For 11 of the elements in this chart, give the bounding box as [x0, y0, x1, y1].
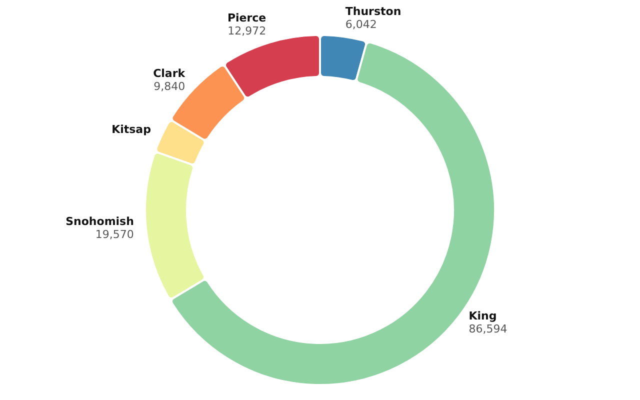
data-label: 86,594 — [468, 322, 508, 336]
data-label: 6,042 — [345, 18, 377, 32]
slice-label: Kitsap — [112, 122, 152, 136]
slice-label: Thurston — [345, 5, 402, 18]
slice-label: Clark — [153, 66, 186, 80]
data-label: 9,840 — [154, 80, 186, 93]
slice-label: Pierce — [227, 11, 266, 24]
data-label: 19,570 — [95, 228, 134, 242]
slice-label: King — [468, 310, 497, 323]
data-label: 12,972 — [228, 24, 266, 38]
slice-label: Snohomish — [66, 215, 134, 228]
